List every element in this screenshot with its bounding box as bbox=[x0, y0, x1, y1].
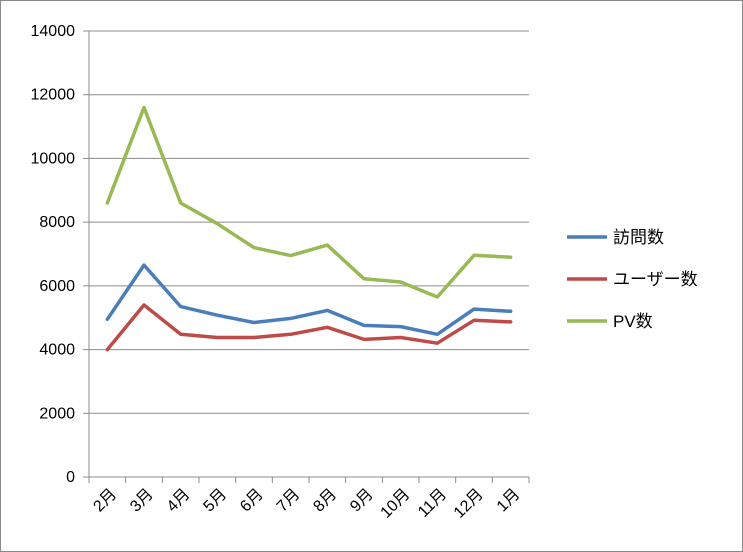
x-tick-label: 6月 bbox=[237, 486, 267, 516]
x-tick-label: 12月 bbox=[451, 486, 487, 522]
y-tick-label: 8000 bbox=[39, 214, 75, 231]
y-tick-label: 14000 bbox=[31, 23, 76, 40]
x-tick-labels: 2月 3月 4月 5月 6月 7月 8月 9月 10月 11月 12月 1月 bbox=[90, 486, 523, 522]
series-lines bbox=[105, 105, 513, 352]
y-tick-label: 0 bbox=[66, 469, 75, 486]
y-tick-label: 6000 bbox=[39, 278, 75, 295]
x-tick-label: 7月 bbox=[274, 486, 304, 516]
x-tick-label: 11月 bbox=[415, 486, 450, 521]
legend-label: ユーザー数 bbox=[613, 270, 698, 289]
axes bbox=[83, 30, 530, 483]
x-tick-label: 2月 bbox=[90, 486, 120, 516]
x-tick-label: 1月 bbox=[494, 486, 524, 516]
series-line-3 bbox=[105, 105, 513, 299]
y-gridlines bbox=[89, 30, 529, 414]
y-tick-label: 2000 bbox=[39, 405, 75, 422]
x-tick-label: 3月 bbox=[127, 486, 157, 516]
y-tick-label: 12000 bbox=[31, 87, 76, 104]
y-tick-label: 10000 bbox=[31, 150, 76, 167]
x-tick-label: 10月 bbox=[378, 486, 414, 522]
y-tick-labels: 0 2000 4000 6000 8000 10000 12000 14000 bbox=[31, 23, 76, 486]
series-line-1 bbox=[105, 263, 513, 337]
y-tick-label: 4000 bbox=[39, 342, 75, 359]
x-tick-label: 5月 bbox=[200, 486, 230, 516]
series-line-2 bbox=[105, 303, 513, 352]
x-tick-label: 4月 bbox=[164, 486, 194, 516]
legend-label: 訪問数 bbox=[613, 228, 664, 247]
x-tick-label: 9月 bbox=[347, 486, 377, 516]
x-tick-label: 8月 bbox=[310, 486, 340, 516]
legend-label: PV数 bbox=[613, 312, 653, 331]
